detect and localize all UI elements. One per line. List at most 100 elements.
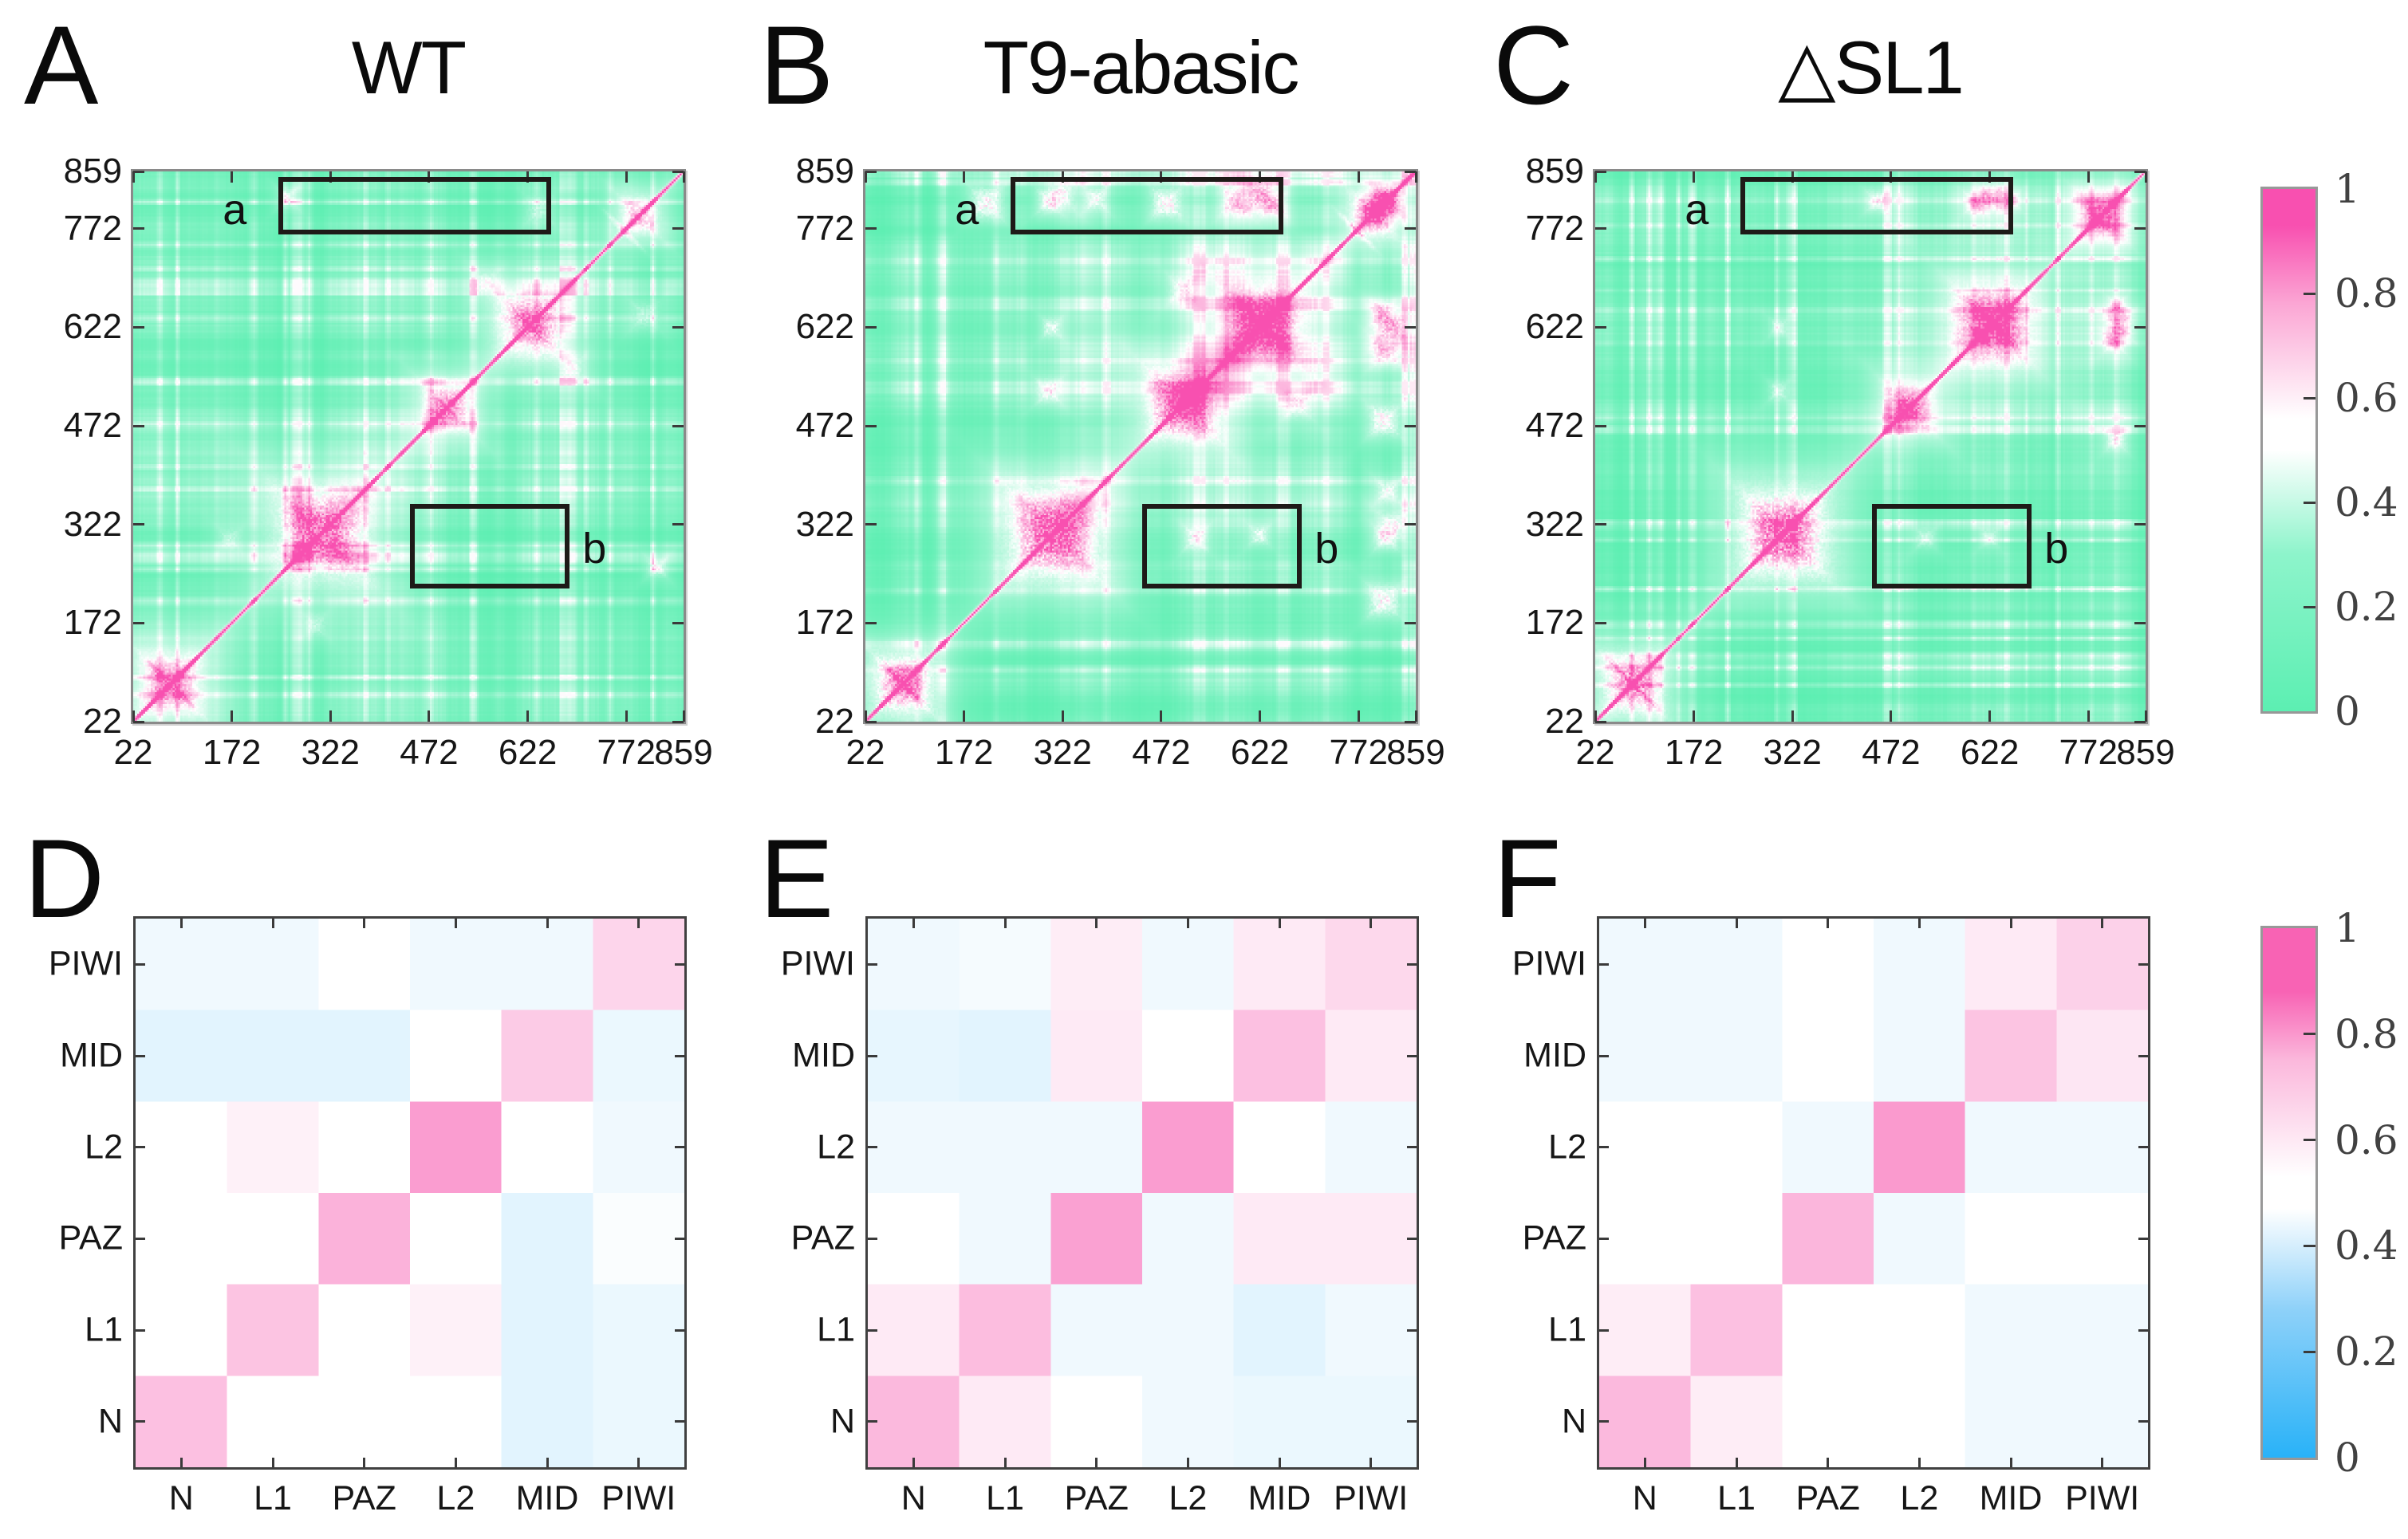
colorbar-tick-label: 0.2: [2335, 584, 2398, 630]
x-tick-label: 322: [301, 733, 361, 772]
colorbar-tick: [2304, 1244, 2315, 1247]
domain-y-tick: [1407, 1237, 1417, 1240]
x-axis-tick: [963, 171, 966, 183]
y-axis-tick: [133, 720, 144, 723]
domain-y-tick: [1599, 1237, 1609, 1240]
domain-y-tick: [675, 962, 684, 966]
y-axis-tick: [1405, 720, 1416, 723]
domain-y-tick: [675, 1146, 684, 1149]
x-tick-label: 859: [2116, 733, 2175, 772]
domain-x-tick: [637, 919, 640, 928]
y-axis-tick: [1595, 424, 1606, 427]
x-tick-label: 772: [597, 733, 656, 772]
x-axis-tick: [1357, 710, 1360, 722]
panel-letter-e: E: [759, 816, 834, 941]
domain-y-tick: [868, 1328, 877, 1332]
x-tick-label: 172: [1664, 733, 1724, 772]
y-tick-label: 859: [1525, 152, 1584, 191]
x-axis-tick: [963, 710, 966, 722]
domain-y-tick: [1407, 962, 1417, 966]
y-axis-tick: [133, 424, 144, 427]
domain-x-tick: [271, 1458, 274, 1467]
y-tick-label: 322: [795, 504, 854, 544]
domain-x-tick: [2009, 1458, 2012, 1467]
colorbar-tick-label: 1: [2335, 905, 2360, 951]
panel-title-wt: WT: [351, 26, 467, 109]
y-tick-label: 172: [63, 603, 122, 643]
domain-y-tick: [1599, 962, 1609, 966]
domain-x-tick: [1186, 1458, 1189, 1467]
domain-x-tick: [2101, 1458, 2104, 1467]
annotation-box-b: [1872, 504, 2032, 589]
domain-x-tick: [1095, 919, 1098, 928]
domain-y-tick: [2138, 1420, 2148, 1423]
y-axis-tick: [865, 325, 877, 329]
x-axis-tick: [625, 710, 628, 722]
y-axis-tick: [672, 227, 684, 230]
y-tick-label: 172: [1525, 603, 1584, 643]
domain-col-label: MID: [1247, 1479, 1311, 1517]
x-axis-tick: [1061, 710, 1064, 722]
domain-x-tick: [1735, 1458, 1738, 1467]
domain-x-tick: [454, 919, 457, 928]
x-axis-tick: [132, 171, 135, 183]
domain-x-tick: [1370, 919, 1373, 928]
x-axis-tick: [231, 171, 234, 183]
colorbar-tick-label: 0: [2335, 1435, 2360, 1481]
x-axis-tick: [1259, 710, 1262, 722]
domain-x-tick: [912, 1458, 915, 1467]
panel-title-dsl1: △SL1: [1778, 26, 1965, 109]
y-axis-tick: [1405, 424, 1416, 427]
annotation-label-a: a: [955, 185, 979, 234]
x-axis-tick: [682, 171, 685, 183]
y-tick-label: 772: [63, 208, 122, 248]
x-axis-tick: [1594, 710, 1597, 722]
domain-x-tick: [363, 919, 366, 928]
y-axis-tick: [133, 227, 144, 230]
y-axis-tick: [2134, 227, 2146, 230]
domain-row-label: L2: [817, 1128, 855, 1167]
y-axis-tick: [1595, 621, 1606, 624]
x-axis-tick: [2087, 171, 2090, 183]
y-tick-label: 472: [63, 406, 122, 446]
y-axis-tick: [1595, 720, 1606, 723]
x-axis-tick: [1988, 710, 1992, 722]
x-tick-label: 22: [1575, 733, 1615, 772]
y-axis-tick: [865, 227, 877, 230]
annotation-label-b: b: [2044, 525, 2069, 573]
y-axis-tick: [865, 720, 877, 723]
domain-col-label: PIWI: [601, 1479, 676, 1517]
y-tick-label: 772: [795, 208, 854, 248]
y-axis-tick: [672, 621, 684, 624]
x-axis-tick: [1791, 710, 1794, 722]
colorbar-tick: [2304, 1350, 2315, 1353]
domain-col-label: L2: [1169, 1479, 1208, 1517]
annotation-box-b: [410, 504, 570, 589]
domain-col-label: PIWI: [2065, 1479, 2140, 1517]
annotation-label-b: b: [1314, 525, 1339, 573]
domain-y-tick: [136, 962, 145, 966]
x-axis-tick: [1693, 171, 1696, 183]
y-axis-tick: [672, 523, 684, 526]
domain-col-label: MID: [1979, 1479, 2043, 1517]
domain-map-wt: [133, 916, 687, 1470]
domain-col-label: L1: [1717, 1479, 1756, 1517]
colorbar-tick-label: 0.4: [2335, 1222, 2398, 1269]
y-tick-label: 622: [1525, 307, 1584, 347]
contact-map-dsl1-canvas: [1595, 171, 2146, 722]
domain-map-t9abasic: [865, 916, 1419, 1470]
domain-y-tick: [868, 1237, 877, 1240]
x-tick-label: 22: [113, 733, 153, 772]
domain-y-tick: [2138, 1237, 2148, 1240]
x-axis-tick: [2144, 171, 2147, 183]
y-axis-tick: [1405, 227, 1416, 230]
domain-col-label: PAZ: [1064, 1479, 1129, 1517]
domain-y-tick: [136, 1420, 145, 1423]
domain-y-tick: [675, 1328, 684, 1332]
domain-y-tick: [868, 962, 877, 966]
colorbar-tick: [2304, 1139, 2315, 1142]
domain-row-label: L1: [817, 1310, 855, 1349]
domain-x-tick: [2101, 919, 2104, 928]
domain-y-tick: [675, 1420, 684, 1423]
x-tick-label: 772: [1329, 733, 1388, 772]
